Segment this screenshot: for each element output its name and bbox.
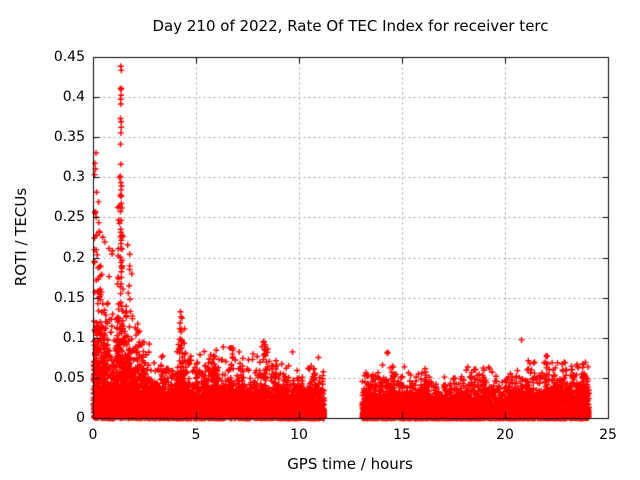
x-tick-label: 0	[88, 427, 98, 443]
y-tick-label: 0.4	[62, 89, 85, 106]
y-tick-label: 0.1	[62, 329, 85, 346]
y-tick-label: 0.2	[62, 249, 85, 266]
y-tick-label: 0.05	[53, 369, 85, 386]
x-axis-label: GPS time / hours	[287, 455, 413, 473]
y-tick-label: 0.15	[53, 289, 85, 306]
x-tick-label: 25	[599, 427, 617, 443]
x-tick-label: 5	[191, 427, 201, 443]
y-tick-label: 0.3	[62, 169, 85, 186]
y-axis-label: ROTI / TECUs	[12, 187, 30, 287]
y-tick-label: 0.25	[53, 209, 85, 226]
x-tick-label: 20	[496, 427, 514, 443]
y-tick-label: 0.35	[53, 129, 85, 146]
x-tick-label: 10	[290, 427, 308, 443]
x-tick-label: 15	[393, 427, 411, 443]
chart-title: Day 210 of 2022, Rate Of TEC Index for r…	[152, 17, 549, 35]
y-tick-label: 0.45	[53, 49, 85, 65]
y-tick-label: 0	[76, 410, 85, 426]
